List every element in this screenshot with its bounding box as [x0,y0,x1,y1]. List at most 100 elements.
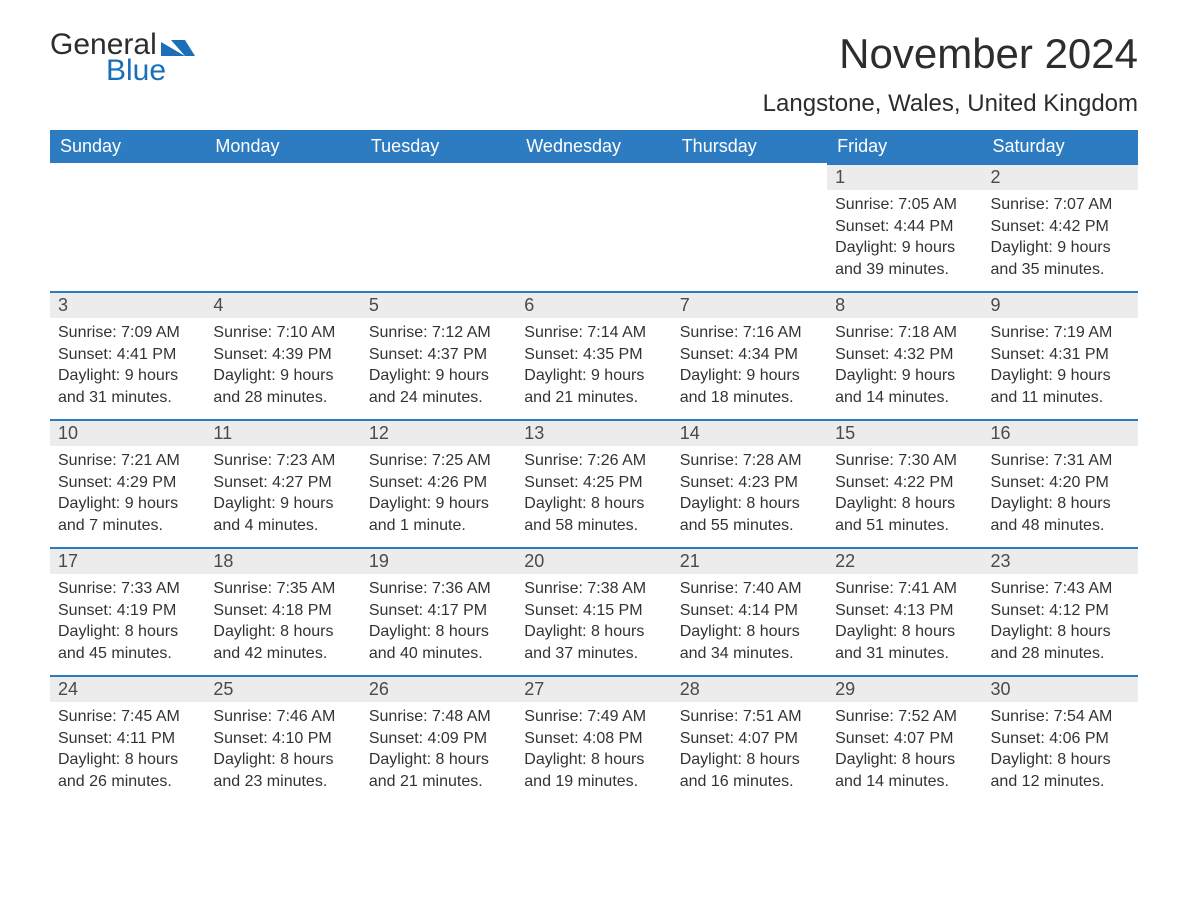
sunrise-line: Sunrise: 7:21 AM [58,450,197,472]
sunset-line: Sunset: 4:41 PM [58,344,197,366]
day-number: 27 [516,675,671,702]
day-body [516,190,671,204]
day-body: Sunrise: 7:16 AMSunset: 4:34 PMDaylight:… [672,318,827,418]
calendar-cell: 13Sunrise: 7:26 AMSunset: 4:25 PMDayligh… [516,419,671,547]
calendar-cell: 4Sunrise: 7:10 AMSunset: 4:39 PMDaylight… [205,291,360,419]
sunrise-line: Sunrise: 7:14 AM [524,322,663,344]
day-number: 28 [672,675,827,702]
day-number: 21 [672,547,827,574]
daylight-line: Daylight: 8 hours and 55 minutes. [680,493,819,536]
daylight-line: Daylight: 8 hours and 34 minutes. [680,621,819,664]
daylight-line: Daylight: 8 hours and 12 minutes. [991,749,1130,792]
day-body: Sunrise: 7:49 AMSunset: 4:08 PMDaylight:… [516,702,671,802]
day-number: 20 [516,547,671,574]
sunrise-line: Sunrise: 7:30 AM [835,450,974,472]
calendar-week-row: 17Sunrise: 7:33 AMSunset: 4:19 PMDayligh… [50,547,1138,675]
sunrise-line: Sunrise: 7:35 AM [213,578,352,600]
day-body: Sunrise: 7:48 AMSunset: 4:09 PMDaylight:… [361,702,516,802]
sunrise-line: Sunrise: 7:10 AM [213,322,352,344]
calendar-week-row: 1Sunrise: 7:05 AMSunset: 4:44 PMDaylight… [50,163,1138,291]
daylight-line: Daylight: 8 hours and 48 minutes. [991,493,1130,536]
calendar-cell: 21Sunrise: 7:40 AMSunset: 4:14 PMDayligh… [672,547,827,675]
sunrise-line: Sunrise: 7:40 AM [680,578,819,600]
daylight-line: Daylight: 9 hours and 14 minutes. [835,365,974,408]
sunset-line: Sunset: 4:22 PM [835,472,974,494]
sunrise-line: Sunrise: 7:12 AM [369,322,508,344]
sunset-line: Sunset: 4:29 PM [58,472,197,494]
sunset-line: Sunset: 4:10 PM [213,728,352,750]
day-body: Sunrise: 7:26 AMSunset: 4:25 PMDaylight:… [516,446,671,546]
sunset-line: Sunset: 4:19 PM [58,600,197,622]
brand-mark-icon [161,34,195,56]
sunset-line: Sunset: 4:18 PM [213,600,352,622]
day-number: 7 [672,291,827,318]
page-title: November 2024 [763,30,1138,78]
calendar-cell: 5Sunrise: 7:12 AMSunset: 4:37 PMDaylight… [361,291,516,419]
calendar-cell: 20Sunrise: 7:38 AMSunset: 4:15 PMDayligh… [516,547,671,675]
day-body: Sunrise: 7:54 AMSunset: 4:06 PMDaylight:… [983,702,1138,802]
calendar-cell: 25Sunrise: 7:46 AMSunset: 4:10 PMDayligh… [205,675,360,803]
day-body: Sunrise: 7:43 AMSunset: 4:12 PMDaylight:… [983,574,1138,674]
sunrise-line: Sunrise: 7:33 AM [58,578,197,600]
calendar-cell: 3Sunrise: 7:09 AMSunset: 4:41 PMDaylight… [50,291,205,419]
calendar-week-row: 10 Sunrise: 7:21 AMSunset: 4:29 PM Dayligh… [50,419,1138,547]
day-number: 13 [516,419,671,446]
weekday-header: Sunday [50,130,205,163]
sunset-line: Sunset: 4:39 PM [213,344,352,366]
calendar-cell: 18Sunrise: 7:35 AMSunset: 4:18 PMDayligh… [205,547,360,675]
sunset-line: Sunset: 4:35 PM [524,344,663,366]
sunset-line: Sunset: 4:07 PM [835,728,974,750]
sunrise-line: Sunrise: 7:28 AM [680,450,819,472]
daylight-line: Daylight: 8 hours and 51 minutes. [835,493,974,536]
day-body: Sunrise: 7:09 AMSunset: 4:41 PMDaylight:… [50,318,205,418]
daylight-line: Daylight: 8 hours and 16 minutes. [680,749,819,792]
sunrise-line: Sunrise: 7:48 AM [369,706,508,728]
day-number: 19 [361,547,516,574]
sunset-line: Sunset: 4:14 PM [680,600,819,622]
sunrise-line: Sunrise: 7:43 AM [991,578,1130,600]
calendar-cell: 26Sunrise: 7:48 AMSunset: 4:09 PMDayligh… [361,675,516,803]
day-number: 10 [50,419,205,446]
sunset-line: Sunset: 4:26 PM [369,472,508,494]
day-body: Sunrise: 7:38 AMSunset: 4:15 PMDaylight:… [516,574,671,674]
sunrise-line: Sunrise: 7:41 AM [835,578,974,600]
weekday-header: Saturday [983,130,1138,163]
calendar-week-row: 24Sunrise: 7:45 AMSunset: 4:11 PMDayligh… [50,675,1138,803]
day-body [361,190,516,204]
daylight-line: Daylight: 8 hours and 19 minutes. [524,749,663,792]
calendar-cell: 8Sunrise: 7:18 AMSunset: 4:32 PMDaylight… [827,291,982,419]
sunrise-line: Sunrise: 7:23 AM [213,450,352,472]
sunset-line: Sunset: 4:44 PM [835,216,974,238]
sunset-line: Sunset: 4:13 PM [835,600,974,622]
day-body: Sunrise: 7:07 AMSunset: 4:42 PMDaylight:… [983,190,1138,290]
daylight-line: Daylight: 8 hours and 40 minutes. [369,621,508,664]
sunset-line: Sunset: 4:37 PM [369,344,508,366]
calendar-cell: 24Sunrise: 7:45 AMSunset: 4:11 PMDayligh… [50,675,205,803]
calendar-cell [516,163,671,291]
day-body: Sunrise: 7:40 AMSunset: 4:14 PMDaylight:… [672,574,827,674]
day-number: 17 [50,547,205,574]
weekday-header: Tuesday [361,130,516,163]
sunrise-line: Sunrise: 7:19 AM [991,322,1130,344]
daylight-line: Daylight: 8 hours and 26 minutes. [58,749,197,792]
calendar-cell: 11Sunrise: 7:23 AMSunset: 4:27 PMDayligh… [205,419,360,547]
sunset-line: Sunset: 4:06 PM [991,728,1130,750]
day-body [672,190,827,204]
day-number: 30 [983,675,1138,702]
day-body [50,190,205,204]
day-number: 14 [672,419,827,446]
daylight-line: Daylight: 8 hours and 28 minutes. [991,621,1130,664]
location-subtitle: Langstone, Wales, United Kingdom [763,90,1138,118]
calendar-cell: 7Sunrise: 7:16 AMSunset: 4:34 PMDaylight… [672,291,827,419]
day-number: 25 [205,675,360,702]
daylight-line: Daylight: 8 hours and 45 minutes. [58,621,197,664]
sunrise-line: Sunrise: 7:09 AM [58,322,197,344]
calendar-cell: 17 Sunrise: 7:33 AMSunset: 4:19 PMDayligh… [50,547,205,675]
sunset-line: Sunset: 4:09 PM [369,728,508,750]
calendar-cell: 19Sunrise: 7:36 AMSunset: 4:17 PMDayligh… [361,547,516,675]
weekday-header: Thursday [672,130,827,163]
day-body [205,190,360,204]
daylight-line: Daylight: 8 hours and 21 minutes. [369,749,508,792]
weekday-header: Monday [205,130,360,163]
day-number: 26 [361,675,516,702]
